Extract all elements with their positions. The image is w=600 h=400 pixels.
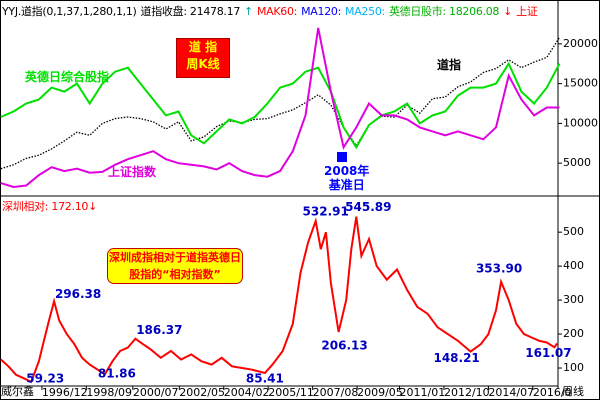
note-text: 深圳成指相对于道指英德日股指的“相对指数”: [109, 251, 241, 281]
title-box: 道 指 周K线: [176, 38, 230, 78]
value-label: 206.13: [321, 338, 367, 352]
y-tick-label: 200: [563, 327, 584, 340]
series-label: 道指: [437, 58, 462, 72]
x-tick-label: 2016/0: [533, 386, 572, 399]
y-tick-label: 20000: [563, 37, 598, 50]
base-date-label: 2008年 基准日: [324, 164, 369, 192]
x-tick-label: 1996/12: [42, 386, 88, 399]
header-item: 上证: [516, 5, 538, 18]
value-label: 148.21: [433, 351, 479, 365]
x-tick-label: 2011/01: [400, 386, 446, 399]
value-label: 59.23: [26, 371, 64, 385]
y-tick-label: 100: [563, 361, 584, 374]
y-tick-label: 400: [563, 259, 584, 272]
header-item: MA120:: [301, 5, 342, 18]
value-label: 81.86: [98, 367, 136, 381]
y-tick-label: 10000: [563, 116, 598, 129]
x-tick-label: 2004/02: [224, 386, 270, 399]
value-label: 532.91: [303, 204, 349, 218]
x-tick-label: 2005/11: [268, 386, 314, 399]
y-tick-label: 500: [563, 225, 584, 238]
value-label: 186.37: [136, 323, 182, 337]
x-tick-label: 2007/08: [313, 386, 359, 399]
header-item: 道指收盘: 21478.17: [140, 5, 241, 18]
header-item: MAK60:: [256, 5, 298, 18]
y-tick-label: 300: [563, 293, 584, 306]
value-label: 545.89: [345, 200, 391, 214]
header-item: YYJ.道指(0,1,37,1,280,1,1): [2, 5, 137, 18]
corner-label: 威尔鑫: [1, 384, 34, 398]
series-label: 英德日综合股指: [25, 70, 110, 84]
title-line: 道 指: [188, 40, 218, 54]
header-item: ↓: [503, 5, 513, 18]
base-date-marker: [337, 152, 347, 162]
value-label: 353.90: [476, 261, 522, 275]
header-item: MA250:: [345, 5, 385, 18]
note-box: 深圳成指相对于道指英德日股指的“相对指数”: [107, 248, 243, 284]
base-date-line: 2008年: [324, 164, 370, 178]
x-tick-label: 2002/05: [179, 386, 225, 399]
y-tick-label: 15000: [563, 77, 598, 90]
series-label: 上证指数: [108, 165, 157, 179]
x-tick-label: 2009/05: [357, 386, 403, 399]
y-tick-label: 5000: [563, 156, 591, 169]
value-label: 161.07: [525, 346, 571, 360]
top-header: YYJ.道指(0,1,37,1,280,1,1) 道指收盘: 21478.17 ↑ M…: [2, 3, 541, 19]
series-line: [0, 61, 561, 150]
value-label: 296.38: [55, 287, 101, 301]
title-line: 周K线: [186, 57, 220, 71]
x-tick-label: 1998/09: [86, 386, 132, 399]
series-line: [0, 37, 561, 170]
header-item: 英德日股市: 18206.08: [388, 5, 500, 18]
bottom-header: 深圳相对: 172.10↓: [2, 200, 98, 213]
series-line: [0, 216, 558, 384]
period-label: 周线: [562, 384, 584, 398]
x-tick-label: 2012/10: [444, 386, 490, 399]
value-label: 85.41: [246, 371, 284, 385]
x-tick-label: 2000/07: [133, 386, 179, 399]
series-line: [0, 27, 560, 189]
x-tick-label: 2014/07: [488, 386, 534, 399]
base-date-line: 基准日: [328, 178, 365, 192]
header-item: ↑: [244, 5, 253, 18]
